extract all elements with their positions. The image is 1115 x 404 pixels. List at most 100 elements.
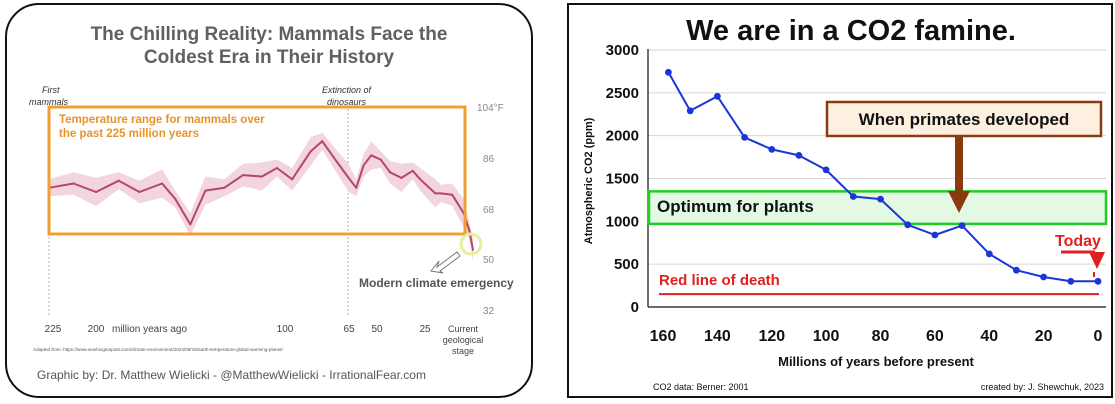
temperature-line-segment — [370, 154, 382, 161]
co2-line-segment — [667, 71, 692, 112]
x-tick-200: 200 — [88, 324, 105, 335]
temperature-line-segment — [138, 182, 164, 193]
left-chart-title-line2: Coldest Era in Their History — [144, 47, 395, 68]
range-box-label-line1: Temperature range for mammals over — [59, 114, 265, 126]
x-tick-label: 0 — [1094, 328, 1103, 345]
temperature-line-segment — [291, 150, 312, 181]
today-arrow — [1061, 250, 1105, 269]
x-tick-65: 65 — [343, 324, 355, 335]
co2-data-point — [768, 146, 776, 153]
emergency-arrow — [430, 251, 461, 274]
x-tick-label: 20 — [1035, 328, 1053, 345]
y-tick-104: 104°F — [477, 103, 504, 114]
temperature-line-segment — [411, 169, 422, 181]
temperature-chart: The Chilling Reality: Mammals Face the C… — [29, 24, 514, 382]
optimum-label: Optimum for plants — [657, 197, 814, 216]
y-tick-68: 68 — [483, 205, 495, 216]
y-tick-label: 500 — [614, 256, 639, 273]
temperature-line-segment — [355, 164, 365, 189]
first-mammals-label-line2: mammals — [29, 97, 69, 107]
extinction-label-line2: dinosaurs — [327, 97, 367, 107]
primates-label: When primates developed — [859, 110, 1070, 129]
emergency-highlight-circle — [459, 232, 483, 256]
co2-data-point — [877, 195, 884, 203]
co2-data-point — [1013, 266, 1020, 274]
temperature-line-segment — [204, 186, 226, 192]
co2-data-point — [795, 152, 803, 159]
right-chart-panel: We are in a CO2 famine. Atmospheric CO2 … — [567, 3, 1113, 398]
x-tick-100: 100 — [277, 324, 294, 335]
x-tick-225: 225 — [45, 324, 62, 335]
today-label: Today — [1055, 233, 1101, 250]
co2-data-point — [931, 231, 939, 239]
temperature-line-segment — [321, 140, 339, 164]
temperature-line-segment — [72, 182, 98, 193]
range-box-label-line2: the past 225 million years — [59, 128, 199, 140]
optimum-band — [647, 190, 1108, 226]
co2-line-segment — [1043, 276, 1071, 283]
primates-arrow — [948, 136, 970, 213]
co2-line-segment — [1016, 269, 1044, 278]
temperature-line-segment — [309, 140, 324, 153]
temperature-line-segment — [362, 154, 373, 167]
co2-line-segment — [771, 148, 800, 157]
left-chart-title-line1: The Chilling Reality: Mammals Face the — [91, 24, 448, 45]
y-tick-label: 1500 — [606, 171, 639, 188]
co2-line-segment — [879, 198, 909, 226]
temperature-line-segment — [117, 179, 141, 193]
temperature-line-segment — [276, 167, 294, 181]
footer-data-source: CO2 data: Berner: 2001 — [653, 382, 749, 392]
co2-line-segment — [825, 169, 854, 198]
co2-data-point — [1067, 277, 1075, 285]
co2-data-point — [686, 107, 694, 115]
x-tick-25: 25 — [419, 324, 431, 335]
temperature-line-segment — [174, 198, 192, 226]
co2-data-point — [1094, 277, 1102, 285]
emergency-label: Modern climate emergency — [359, 276, 514, 290]
credit-line: Graphic by: Dr. Matthew Wielicki - @Matt… — [37, 368, 426, 382]
death-label: Red line of death — [659, 272, 780, 289]
co2-data-point — [822, 166, 830, 174]
co2-data-point — [904, 221, 912, 229]
co2-data-point — [1040, 273, 1047, 281]
temperature-line-segment — [336, 161, 350, 179]
co2-line-segment — [716, 95, 746, 138]
right-chart-title: We are in a CO2 famine. — [686, 15, 1016, 47]
co2-data-point — [985, 250, 993, 258]
co2-line-segment — [798, 154, 827, 171]
x-tick-50: 50 — [371, 324, 383, 335]
y-tick-label: 2000 — [606, 128, 639, 145]
mammal-range-box — [47, 105, 467, 236]
x-tick-label: 140 — [704, 328, 731, 345]
y-tick-label: 3000 — [606, 42, 639, 59]
y-tick-32: 32 — [483, 306, 495, 317]
y-tick-label: 2500 — [606, 85, 639, 102]
footer-credit: created by: J. Shewchuk, 2023 — [981, 382, 1104, 392]
temperature-line-segment — [389, 171, 403, 179]
x-tick-label: 60 — [926, 328, 944, 345]
temperature-line-segment — [440, 192, 454, 196]
primates-box — [825, 100, 1103, 138]
x-tick-current-line2: geological — [443, 335, 484, 345]
temperature-line-segment — [223, 174, 245, 189]
co2-data-point — [665, 68, 672, 76]
y-tick-50: 50 — [483, 255, 495, 266]
co2-data-point — [849, 193, 857, 200]
y-axis-label: Atmospheric CO2 (ppm) — [583, 117, 595, 244]
x-tick-current-line1: Current — [448, 324, 479, 334]
co2-line-segment — [689, 95, 718, 112]
temperature-line-segment — [400, 169, 414, 179]
x-axis-label: Millions of years before present — [778, 354, 974, 369]
temperature-line-segment — [347, 176, 358, 189]
left-chart-panel: The Chilling Reality: Mammals Face the C… — [5, 3, 533, 398]
temperature-line-segment — [48, 182, 75, 189]
co2-line-segment — [907, 223, 936, 236]
temperature-line-segment — [161, 182, 177, 200]
x-tick-label: 80 — [872, 328, 890, 345]
x-tick-current-line3: stage — [452, 346, 474, 356]
co2-line-segment — [744, 136, 773, 151]
x-tick-label: 120 — [758, 328, 785, 345]
temperature-line-segment — [260, 167, 278, 178]
x-tick-label: 40 — [980, 328, 998, 345]
temperature-line-segment — [451, 193, 465, 215]
